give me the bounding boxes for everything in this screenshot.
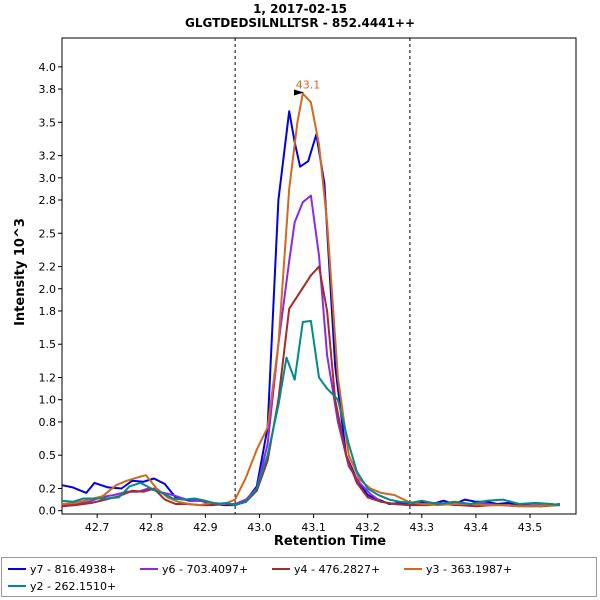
x-axis: 42.7 42.8 42.9 43.0 43.1 43.2 43.3 43.4 43.5 bbox=[85, 514, 542, 534]
series-line-y2 bbox=[61, 319, 560, 507]
series-line-y3 bbox=[61, 92, 560, 508]
y-tick-label: 3.8 bbox=[39, 83, 57, 96]
y-tick-label: 2.8 bbox=[39, 194, 57, 207]
plot-area bbox=[61, 37, 577, 515]
peak-annotation: 43.1 bbox=[294, 78, 321, 96]
legend-item-y4: y4 - 476.2827+ bbox=[272, 561, 380, 577]
x-axis-label: Retention Time bbox=[274, 534, 386, 549]
y-tick-label: 3.0 bbox=[39, 172, 57, 185]
series-line-y7 bbox=[61, 110, 560, 508]
y-tick-label: 2.0 bbox=[39, 283, 57, 296]
x-tick-label: 43.2 bbox=[355, 521, 380, 534]
plot-frame bbox=[61, 37, 577, 515]
y-tick-label: 0.5 bbox=[39, 449, 57, 462]
series-lines bbox=[61, 92, 560, 508]
legend-item-y7: y7 - 816.4938+ bbox=[8, 561, 116, 577]
y-tick-label: 3.2 bbox=[39, 150, 57, 163]
y-tick-label: 4.0 bbox=[39, 61, 57, 74]
y-tick-label: 0.0 bbox=[39, 505, 57, 518]
legend-label-y2: y2 - 262.1510+ bbox=[30, 579, 117, 593]
legend-swatch-y2 bbox=[8, 585, 26, 587]
peak-boundaries bbox=[234, 38, 411, 514]
legend-label-y3: y3 - 363.1987+ bbox=[426, 562, 513, 576]
chart-title: 1, 2017-02-15 bbox=[253, 2, 347, 16]
peak-annotation-label: 43.1 bbox=[296, 78, 321, 91]
legend-item-y2: y2 - 262.1510+ bbox=[8, 578, 116, 594]
x-tick-label: 43.4 bbox=[464, 521, 489, 534]
y-tick-label: 1.0 bbox=[39, 394, 57, 407]
chart-subtitle: GLGTDEDSILNLLTSR - 852.4441++ bbox=[185, 16, 415, 30]
x-tick-label: 42.8 bbox=[139, 521, 164, 534]
legend-label-y6: y6 - 703.4097+ bbox=[162, 562, 249, 576]
y-tick-label: 0.2 bbox=[39, 482, 57, 495]
y-tick-label: 3.5 bbox=[39, 116, 57, 129]
series-line-y6 bbox=[61, 194, 560, 508]
x-tick-label: 43.3 bbox=[410, 521, 435, 534]
series-line-y4 bbox=[61, 265, 560, 508]
y-tick-label: 2.2 bbox=[39, 261, 57, 274]
legend-swatch-y6 bbox=[140, 568, 158, 570]
legend-item-y3: y3 - 363.1987+ bbox=[404, 561, 512, 577]
x-tick-label: 43.1 bbox=[301, 521, 326, 534]
y-tick-label: 0.8 bbox=[39, 416, 57, 429]
y-axis-label: Intensity 10^3 bbox=[13, 218, 28, 326]
legend: y7 - 816.4938+ y6 - 703.4097+ y4 - 476.2… bbox=[1, 557, 597, 597]
legend-item-y6: y6 - 703.4097+ bbox=[140, 561, 248, 577]
y-axis: 0.0 0.2 0.5 0.8 1.0 1.2 1.5 1.8 2.0 2.2 2.5 2.8 3.0 3… bbox=[39, 61, 62, 518]
y-tick-label: 1.8 bbox=[39, 305, 57, 318]
y-tick-label: 1.5 bbox=[39, 338, 57, 351]
legend-swatch-y3 bbox=[404, 568, 422, 570]
x-tick-label: 42.7 bbox=[85, 521, 110, 534]
legend-label-y7: y7 - 816.4938+ bbox=[30, 562, 117, 576]
x-tick-label: 43.5 bbox=[518, 521, 543, 534]
legend-swatch-y4 bbox=[272, 568, 290, 570]
legend-label-y4: y4 - 476.2827+ bbox=[294, 562, 381, 576]
y-tick-label: 1.2 bbox=[39, 372, 57, 385]
peak-arrow-icon bbox=[294, 89, 305, 96]
y-tick-label: 2.5 bbox=[39, 227, 57, 240]
legend-swatch-y7 bbox=[8, 568, 26, 570]
x-tick-label: 42.9 bbox=[193, 521, 218, 534]
x-tick-label: 43.0 bbox=[247, 521, 272, 534]
